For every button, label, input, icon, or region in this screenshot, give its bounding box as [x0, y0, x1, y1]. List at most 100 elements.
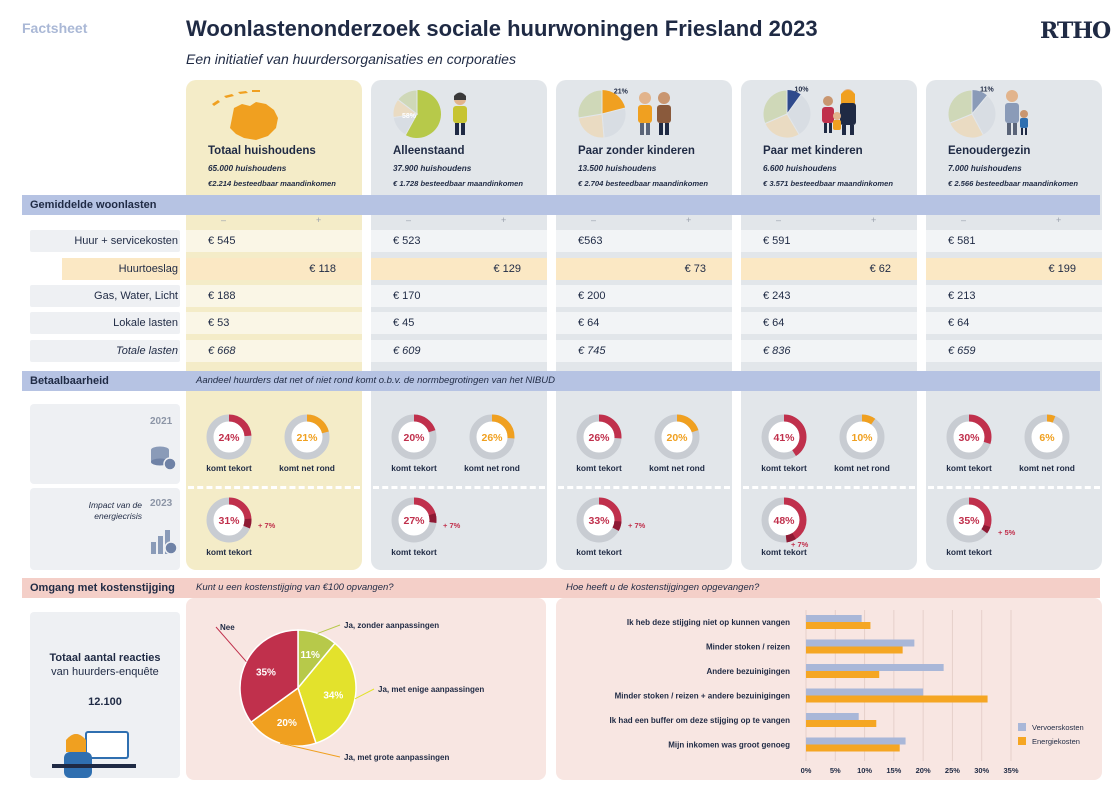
- donut-tekort-2023: 31%: [206, 497, 252, 543]
- cell-value: € 53: [208, 317, 230, 329]
- cell-value-huurtoeslag: € 73: [684, 263, 706, 275]
- donut-arc: [391, 414, 437, 460]
- donut-value: 20%: [666, 432, 688, 444]
- dash-separator: [558, 486, 730, 489]
- household-share-pies: 58% 21% 10% 11%: [392, 86, 997, 139]
- increase-label: + 7%: [258, 521, 276, 530]
- donut-value: 48%: [773, 515, 795, 527]
- bar-vervoerskosten: [806, 615, 862, 622]
- cell-value: € 745: [578, 345, 606, 357]
- pie-share-label: 58%: [402, 113, 417, 120]
- cell-value: € 213: [948, 290, 976, 302]
- donut-value: 27%: [403, 515, 425, 527]
- bar-category-label: Andere bezuinigingen: [706, 667, 790, 676]
- label-komt-net-rond: komt net rond: [834, 463, 890, 473]
- cell-bg: [186, 340, 362, 362]
- donut-tekort-2023: 48%: [761, 497, 807, 543]
- cell-bg: [556, 340, 732, 362]
- minus-marker: –: [591, 215, 597, 225]
- legend-label: Energiekosten: [1032, 737, 1080, 746]
- bar-x-tick: 20%: [916, 766, 931, 775]
- row-label-3: Lokale lasten: [113, 317, 178, 329]
- row-label-bg: [30, 312, 180, 334]
- cell-bg: [186, 285, 362, 307]
- cell-bg: [741, 340, 917, 362]
- bar-energiekosten: [806, 720, 877, 727]
- pie-slice: [239, 629, 299, 724]
- bar-x-tick: 25%: [945, 766, 960, 775]
- cell-value: € 523: [393, 235, 421, 247]
- row-label-bg: [30, 285, 180, 307]
- bar-energiekosten: [806, 622, 871, 629]
- page-subtitle: Een initiatief van huurdersorganisaties …: [186, 51, 516, 67]
- pie-chart-kostenstijging: 11% Ja, zonder aanpassingen 34% Ja, met eni…: [215, 621, 484, 762]
- donut-arc: [206, 414, 252, 460]
- donut-tekort-2021: 20%: [391, 414, 437, 460]
- bar-x-tick: 30%: [974, 766, 989, 775]
- donut-arc: [576, 414, 622, 460]
- column-title-paar-zonder: Paar zonder kinderen: [578, 145, 695, 157]
- pie-slice-other: [762, 89, 788, 125]
- pie-leader-line: [215, 626, 247, 662]
- donut-value: 26%: [588, 432, 610, 444]
- donut-arc: [761, 497, 807, 543]
- column-households-paar-met: 6.600 huishoudens: [763, 164, 837, 173]
- cell-value: € 45: [393, 317, 415, 329]
- cell-bg: [371, 312, 547, 334]
- betaalbaarheid-note: Aandeel huurders dat net of niet rond ko…: [196, 375, 555, 386]
- donut-netrond-2021: 6%: [1024, 414, 1070, 460]
- pie-slice-other: [577, 113, 605, 139]
- donut-value: 41%: [773, 432, 795, 444]
- cell-bg: [371, 285, 547, 307]
- cell-value: € 188: [208, 290, 236, 302]
- column-income-paar-zonder: € 2.704 besteedbaar maandinkomen: [578, 179, 708, 188]
- increase-label: + 7%: [628, 521, 646, 530]
- rising-chart-icon: [151, 530, 178, 555]
- family-icon: [822, 89, 856, 135]
- donut-tekort-2023: 35%: [946, 497, 992, 543]
- donut-value: 10%: [851, 432, 873, 444]
- cell-value-huurtoeslag: € 199: [1048, 263, 1076, 275]
- donut-value: 35%: [958, 515, 980, 527]
- donut-value: 31%: [218, 515, 240, 527]
- bar-vervoerskosten: [806, 639, 915, 647]
- label-komt-net-rond: komt net rond: [1019, 463, 1075, 473]
- pie-leader-line: [279, 742, 341, 758]
- minus-marker: –: [776, 215, 782, 225]
- cell-bg: [371, 340, 547, 362]
- bar-x-tick: 0%: [801, 766, 812, 775]
- legend-swatch: [1018, 737, 1026, 745]
- betaalbaarheid-donuts: 24% 21% 31% 20% 26% 27% 26% 20% 33% 41% 10% 48% 30% 6…: [206, 414, 1070, 543]
- pie-slice-other: [947, 89, 973, 124]
- bar-energiekosten: [806, 744, 900, 752]
- cell-bg: [741, 230, 917, 252]
- pie-slice-other: [601, 107, 627, 139]
- cell-value-huurtoeslag: € 62: [869, 263, 891, 275]
- donut-increase-arc: [206, 497, 252, 543]
- plus-marker: +: [686, 215, 692, 225]
- bar-x-tick: 35%: [1003, 766, 1018, 775]
- cell-value: € 668: [208, 345, 236, 357]
- column-income-eenouder: € 2.566 besteedbaar maandinkomen: [948, 179, 1078, 188]
- donut-value: 26%: [481, 432, 503, 444]
- section-bar-woonlasten: [22, 195, 1100, 215]
- donut-tekort-2023: 33%: [576, 497, 622, 543]
- cell-bg: [371, 230, 547, 252]
- plus-marker: +: [1056, 215, 1062, 225]
- label-komt-net-rond: komt net rond: [464, 463, 520, 473]
- pie-slice-other: [577, 89, 603, 119]
- donut-arc: [839, 414, 885, 460]
- pie-category-label: Ja, zonder aanpassingen: [344, 621, 439, 630]
- section-bar-betaalbaarheid: [22, 371, 1100, 391]
- column-households-paar-zonder: 13.500 huishoudens: [578, 164, 657, 173]
- total-responses-subtitle: van huurders-enquête: [51, 666, 159, 678]
- section-bar-kostenstijging: [22, 578, 1100, 598]
- bar-x-tick: 15%: [886, 766, 901, 775]
- legend-label: Vervoerskosten: [1032, 723, 1084, 732]
- label-komt-tekort: komt tekort: [761, 463, 807, 473]
- column-households-eenouder: 7.000 huishoudens: [948, 164, 1022, 173]
- pie-slice-other: [786, 93, 812, 136]
- couple-icon: [638, 92, 671, 135]
- donut-tekort-2021: 30%: [946, 414, 992, 460]
- pie-leader-line: [354, 688, 375, 700]
